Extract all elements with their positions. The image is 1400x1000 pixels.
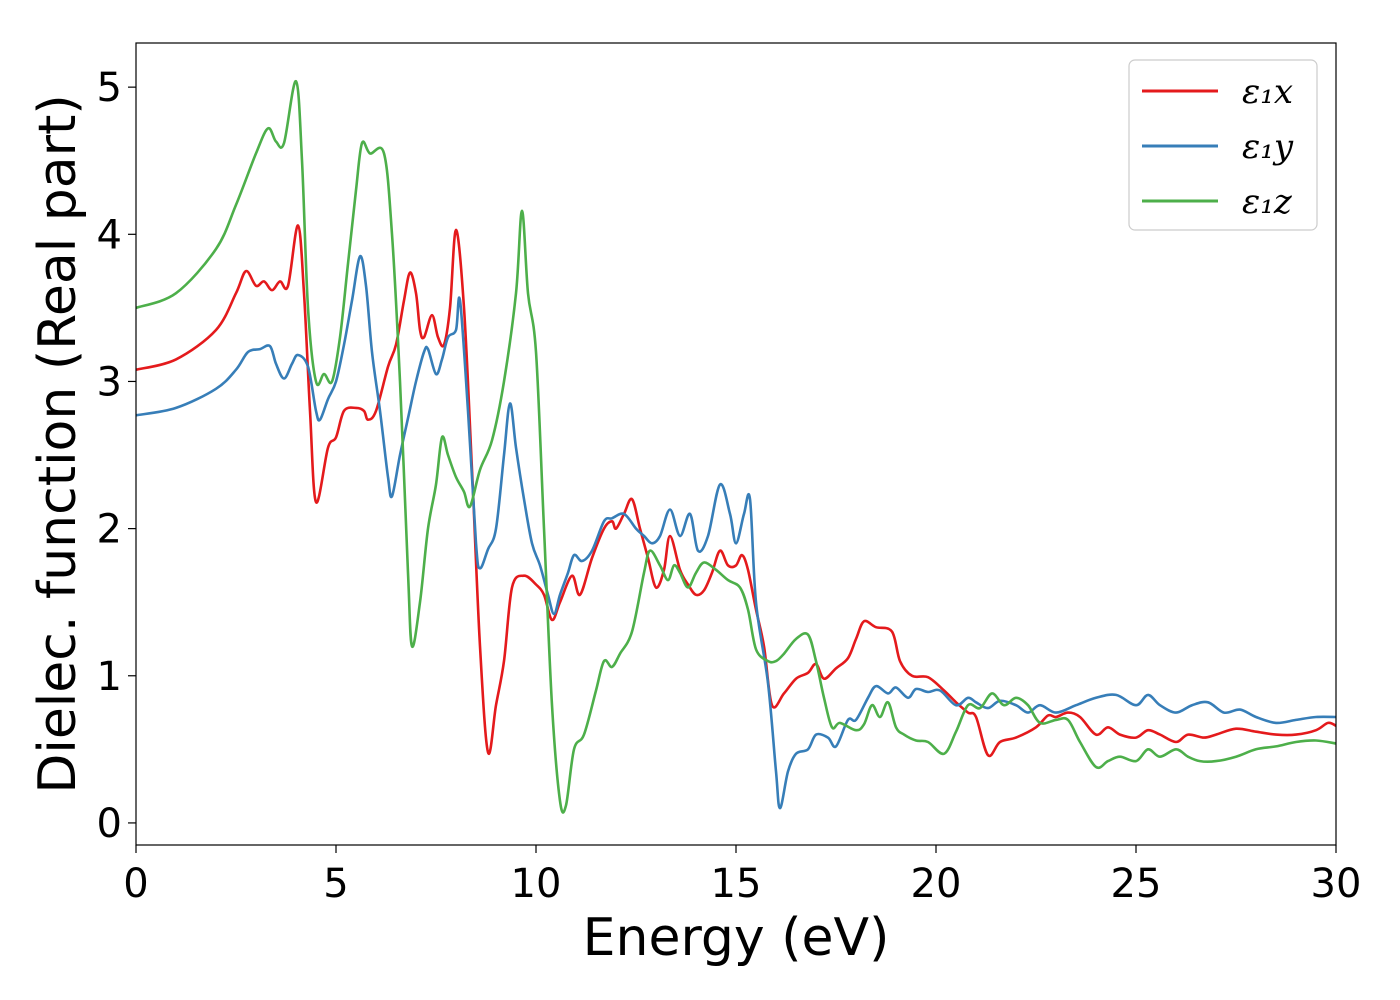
x-tick-label: 10	[511, 861, 562, 907]
legend-box	[1128, 59, 1318, 231]
series-layer	[135, 79, 1337, 814]
x-tick-label: 0	[123, 861, 148, 907]
x-tick-label: 5	[323, 861, 348, 907]
y-tick-label: 5	[97, 65, 122, 111]
y-axis: 0 1 2 3 4 5	[97, 65, 136, 847]
x-axis-label: Energy (eV)	[583, 908, 890, 968]
legend: ε₁x ε₁y ε₁z	[1128, 59, 1318, 231]
legend-label-2: ε₁y	[1242, 127, 1294, 167]
y-axis-label: Dielec. function (Real part)	[28, 94, 88, 793]
legend-label-3: ε₁z	[1242, 182, 1293, 222]
y-tick-label: 1	[97, 654, 122, 700]
y-tick-label: 3	[97, 359, 122, 405]
y-tick-label: 2	[97, 507, 122, 553]
y-tick-label: 4	[97, 212, 122, 258]
x-tick-label: 20	[911, 861, 962, 907]
x-tick-label: 25	[1111, 861, 1162, 907]
series-line-2	[135, 254, 1337, 810]
series-line-1	[135, 224, 1337, 758]
y-tick-label: 0	[97, 801, 122, 847]
x-tick-label: 30	[1311, 861, 1362, 907]
legend-label-1: ε₁x	[1242, 72, 1293, 112]
x-tick-label: 15	[711, 861, 762, 907]
series-line-3	[135, 79, 1337, 814]
x-axis: 0 5 10 15 20 25 30	[123, 845, 1361, 907]
